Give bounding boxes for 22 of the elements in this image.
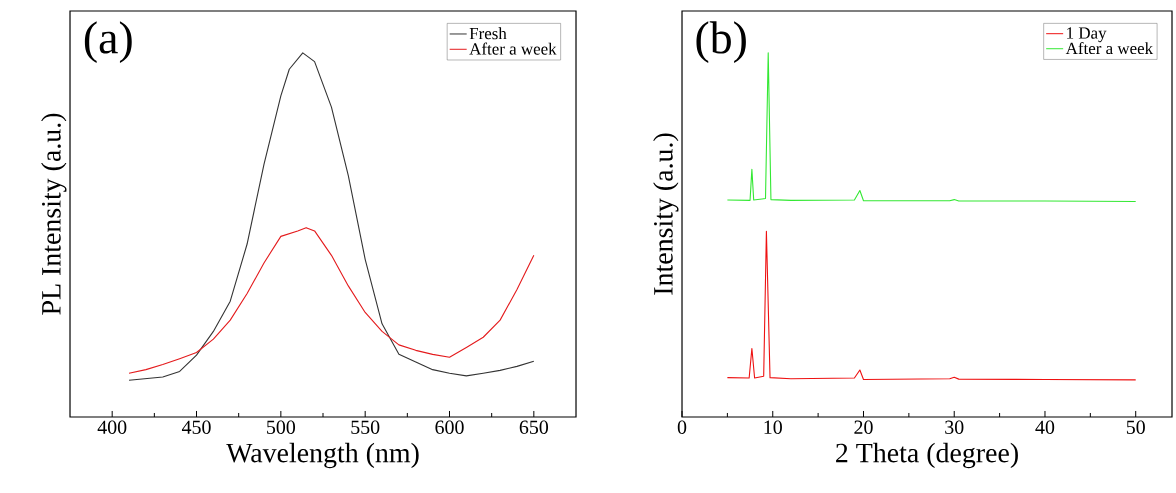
x-tick-label: 50 xyxy=(1126,420,1145,434)
x-tick-label: 400 xyxy=(97,420,127,434)
x-tick-label: 600 xyxy=(435,420,464,434)
y-axis-title: PL Intensity (a.u.) xyxy=(41,113,67,315)
legend-label: After a week xyxy=(1065,42,1154,55)
annotation: (a) xyxy=(84,21,132,63)
x-tick-label: 550 xyxy=(351,420,380,434)
x-tick-label: 30 xyxy=(945,420,964,434)
legend-label: Fresh xyxy=(469,27,507,40)
x-tick-label: 450 xyxy=(181,420,211,434)
x-tick-label: 10 xyxy=(764,420,782,434)
x-tick-label: 500 xyxy=(267,420,296,434)
x-tick-label: 40 xyxy=(1035,420,1055,434)
x-axis-title: 2 Theta (degree) xyxy=(836,442,1018,469)
y-axis-title: Intensity (a.u.) xyxy=(653,133,679,295)
x-tick-label: 650 xyxy=(519,420,549,434)
x-tick-label: 20 xyxy=(854,420,873,434)
x-axis-title: Wavelength (nm) xyxy=(226,442,419,469)
legend-label: 1 Day xyxy=(1067,27,1107,43)
legend-label: After a week xyxy=(469,42,557,55)
x-tick-label: 0 xyxy=(677,420,687,434)
annotation: (b) xyxy=(696,21,746,63)
